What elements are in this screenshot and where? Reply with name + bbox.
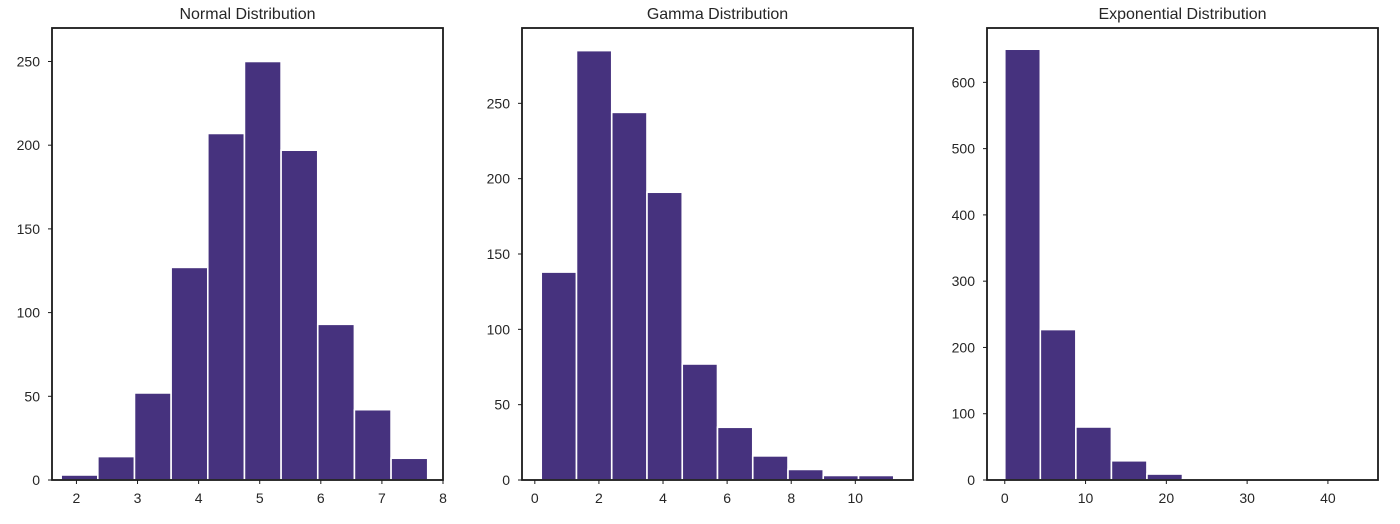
y-tick-label: 500 (952, 141, 976, 157)
histogram-bar-6 (280, 149, 319, 481)
y-tick-label: 150 (17, 221, 41, 237)
plot-frame (986, 27, 1379, 481)
y-tick-label: 0 (967, 472, 975, 488)
histogram-bar-7 (316, 323, 356, 481)
x-tick-label: 10 (1078, 490, 1094, 506)
histogram-bar-6 (751, 455, 789, 481)
y-tick-label: 200 (17, 137, 41, 153)
y-tick-label: 600 (952, 74, 976, 90)
histogram-bar-7 (787, 468, 825, 481)
histogram-bar-1 (1039, 328, 1077, 481)
histogram-bar-5 (243, 60, 282, 481)
y-tick-label: 50 (24, 388, 40, 404)
histogram-bar-5 (716, 426, 754, 481)
histogram-bar-2 (1075, 426, 1113, 481)
chart-title: Gamma Distribution (647, 6, 788, 23)
y-tick-label: 100 (17, 305, 41, 321)
x-tick-label: 40 (1320, 490, 1336, 506)
histogram-bar-1 (575, 49, 613, 481)
histogram-bar-4 (206, 132, 246, 481)
chart-title: Normal Distribution (179, 6, 315, 23)
histogram-bar-0 (540, 271, 578, 481)
histogram-bar-2 (133, 392, 172, 481)
y-tick-label: 400 (952, 207, 976, 223)
y-tick-label: 100 (952, 406, 976, 422)
x-tick-label: 3 (134, 490, 142, 506)
x-tick-label: 8 (787, 490, 795, 506)
exponential-distribution-panel: Exponential Distribution 0 10 20 30 40010020… (952, 6, 1379, 506)
y-tick-label: 100 (487, 321, 511, 337)
x-tick-label: 2 (595, 490, 603, 506)
x-tick-label: 7 (378, 490, 386, 506)
histogram-bar-4 (681, 363, 719, 481)
x-tick-label: 4 (659, 490, 667, 506)
x-tick-label: 8 (439, 490, 447, 506)
y-tick-label: 250 (487, 95, 511, 111)
chart-title: Exponential Distribution (1098, 6, 1266, 23)
y-tick-label: 200 (952, 339, 976, 355)
plot-frame (51, 27, 444, 481)
x-tick-label: 6 (317, 490, 325, 506)
histogram-bar-0 (1003, 48, 1042, 481)
x-tick-label: 4 (195, 490, 203, 506)
y-tick-label: 200 (487, 171, 511, 187)
gamma-distribution-panel: Gamma Distribution 0 2 4 6 8 1005010015020025… (487, 6, 914, 506)
x-tick-label: 0 (531, 490, 539, 506)
histogram-bar-3 (646, 191, 684, 481)
y-tick-label: 300 (952, 273, 976, 289)
histogram-bar-1 (97, 455, 136, 481)
histogram-bar-3 (1110, 459, 1148, 481)
x-tick-label: 10 (848, 490, 864, 506)
y-tick-label: 50 (494, 397, 510, 413)
histogram-bar-9 (390, 457, 429, 481)
x-tick-label: 20 (1159, 490, 1175, 506)
histogram-bar-8 (353, 408, 392, 481)
y-tick-label: 0 (502, 472, 510, 488)
normal-distribution-panel: Normal Distribution 2 3 4 5 6 7 8 0 50 100 150 200 2… (17, 6, 447, 506)
y-tick-label: 150 (487, 246, 511, 262)
x-tick-label: 6 (723, 490, 731, 506)
histogram-bar-2 (610, 111, 648, 481)
histogram-bar-3 (170, 266, 209, 481)
x-tick-label: 30 (1239, 490, 1255, 506)
x-tick-label: 2 (73, 490, 81, 506)
y-tick-label: 0 (32, 472, 40, 488)
x-tick-label: 0 (1001, 490, 1009, 506)
x-tick-label: 5 (256, 490, 264, 506)
y-tick-label: 250 (17, 53, 41, 69)
